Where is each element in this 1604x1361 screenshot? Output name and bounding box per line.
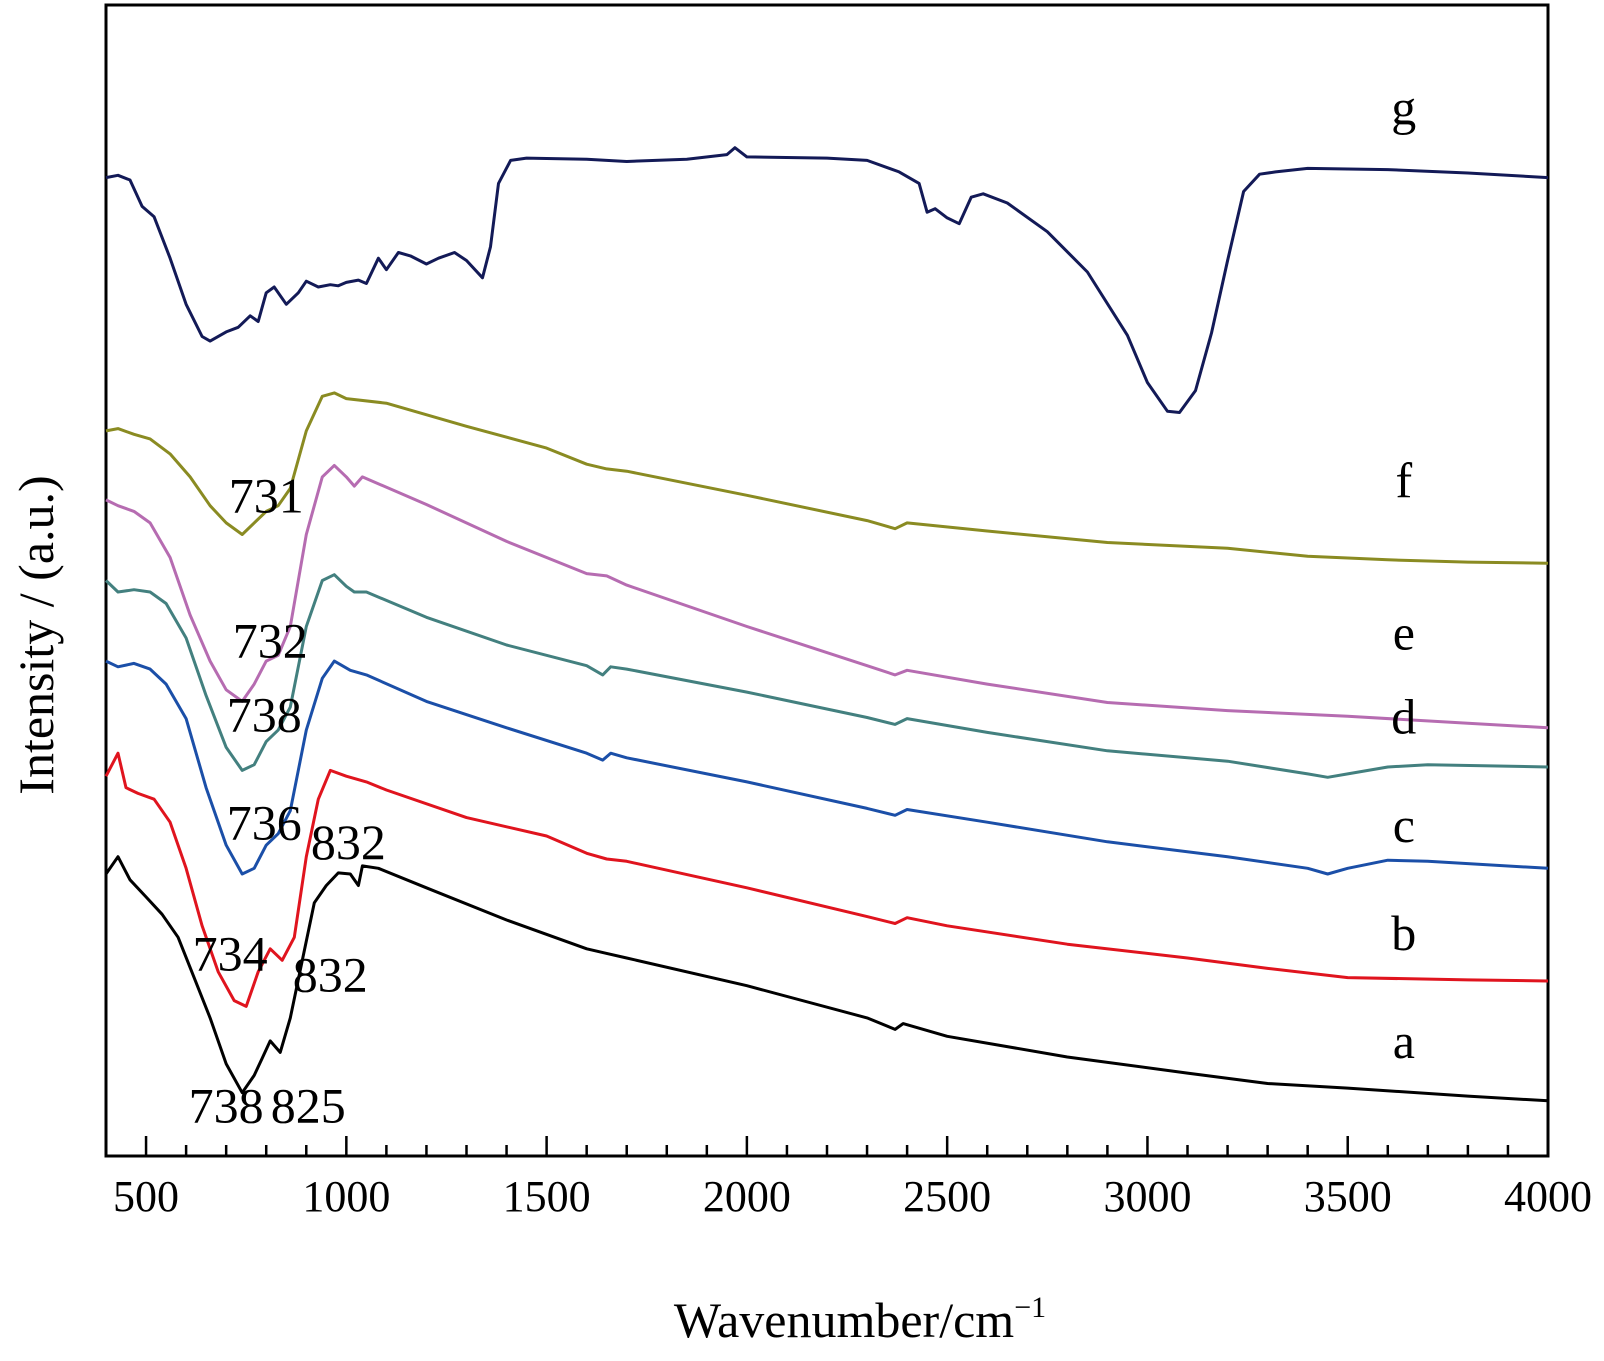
series-line-e (105, 463, 1549, 730)
series-lines (104, 146, 1549, 1103)
x-tick-label: 500 (113, 1172, 179, 1221)
peak-label: 832 (293, 946, 368, 1002)
peak-label: 731 (229, 468, 304, 524)
peak-label: 736 (227, 794, 302, 850)
x-tick-label: 2500 (903, 1172, 991, 1221)
peak-label: 734 (193, 926, 268, 982)
y-axis-title: Intensity / (a.u.) (8, 475, 64, 794)
series-label-d: d (1391, 689, 1416, 745)
series-line-b (104, 751, 1549, 1008)
series-line-f (105, 391, 1549, 565)
series-line-g (105, 146, 1549, 414)
x-tick-label: 3000 (1103, 1172, 1191, 1221)
series-label-c: c (1393, 797, 1415, 853)
x-axis-title-superscript: −1 (1014, 1291, 1046, 1324)
x-axis-tick-labels: 500 1000 1500 2000 2500 3000 3500 4000 (113, 1172, 1592, 1221)
series-label-a: a (1393, 1013, 1415, 1069)
x-axis-title: Wavenumber/cm−1 (674, 1291, 1046, 1348)
peak-label: 738 (227, 686, 302, 742)
series-label-g: g (1391, 80, 1416, 136)
x-axis-title-main: Wavenumber/cm (674, 1292, 1014, 1348)
peak-label: 732 (233, 613, 308, 669)
peak-label: 738 (189, 1078, 264, 1134)
peak-label: 825 (271, 1078, 346, 1134)
x-axis-ticks (144, 1136, 1550, 1156)
series-label-e: e (1393, 605, 1415, 661)
x-tick-label: 1000 (302, 1172, 390, 1221)
series-label-f: f (1395, 453, 1412, 509)
series-line-c (105, 659, 1549, 876)
peak-label: 832 (311, 814, 386, 870)
series-line-d (104, 573, 1549, 779)
x-tick-label: 2000 (703, 1172, 791, 1221)
x-tick-label: 1500 (503, 1172, 591, 1221)
x-tick-label: 3500 (1304, 1172, 1392, 1221)
series-label-b: b (1391, 905, 1416, 961)
x-tick-label: 4000 (1504, 1172, 1592, 1221)
series-line-a (104, 855, 1549, 1103)
